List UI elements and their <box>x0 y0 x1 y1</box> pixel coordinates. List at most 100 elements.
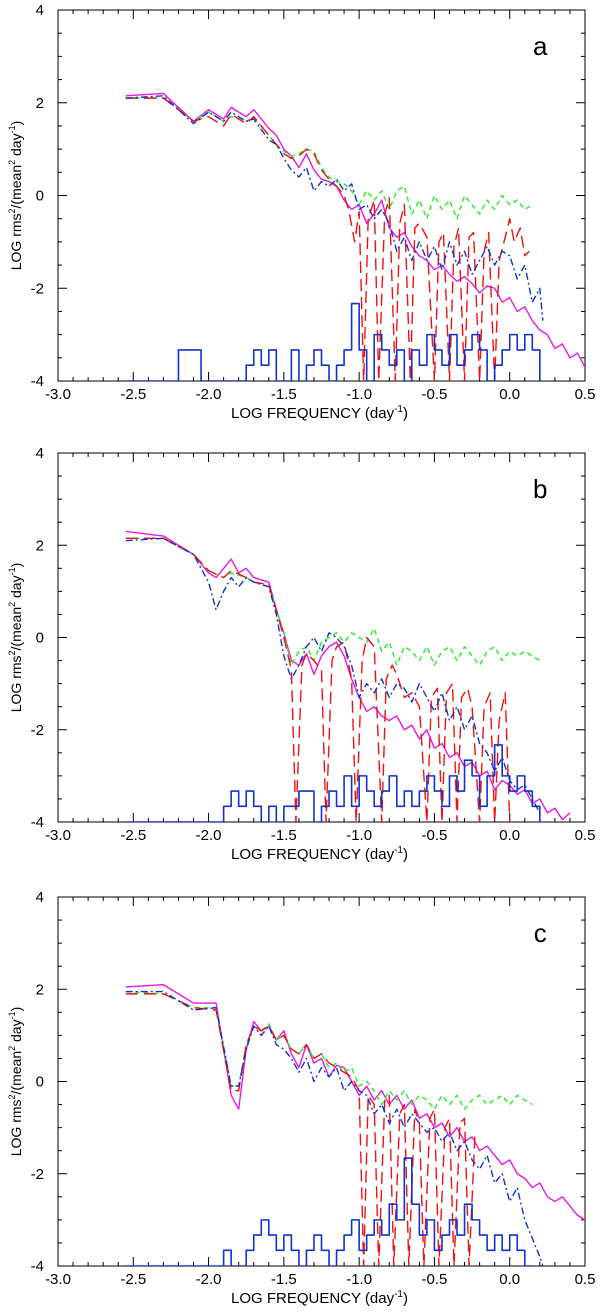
x-axis-label-sup: -1 <box>394 1289 403 1300</box>
series-group <box>125 983 585 1266</box>
y-axis-label: LOG rms2/(mean2 day-1) <box>7 121 24 271</box>
y-axis-label-part: -1 <box>7 1011 17 1019</box>
y-axis-label-part: /(mean <box>8 165 24 209</box>
y-axis-label-part: ) <box>8 1007 24 1012</box>
y-axis-label-part: LOG rms <box>8 213 24 270</box>
series-line-dashed-green <box>125 990 533 1110</box>
x-tick-label: 0.5 <box>575 827 596 844</box>
y-axis-label-part: -1 <box>7 567 17 575</box>
x-tick-label: -0.5 <box>421 1271 447 1288</box>
y-tick-label: -2 <box>31 1166 44 1183</box>
y-tick-label: -2 <box>31 280 44 297</box>
y-tick-label: -2 <box>31 722 44 739</box>
x-tick-label: -3.0 <box>45 1271 71 1288</box>
x-tick-label: -2.5 <box>120 386 146 403</box>
x-tick-label: 0.0 <box>499 827 520 844</box>
series-line-solid-magenta <box>125 983 585 1221</box>
x-tick-label: -2.5 <box>120 827 146 844</box>
y-tick-label: -4 <box>31 373 44 390</box>
x-axis-label-text: LOG FREQUENCY (day <box>231 846 395 863</box>
y-tick-label: 4 <box>36 445 44 462</box>
y-axis-label-part: LOG rms <box>8 655 24 712</box>
x-tick-label: 0.0 <box>499 386 520 403</box>
series-line-histogram <box>125 302 541 381</box>
y-axis-label-part: /(mean <box>8 1051 24 1095</box>
y-tick-label: 2 <box>36 95 44 112</box>
series-line-long-dash-red <box>125 537 511 822</box>
series-line-dashed-green <box>125 97 533 220</box>
chart-panel-b: -3.0 -2.5 -2.0 -1.5 -1.0 -0.5 0.0 0.5 -4 -2 0 2 4 LOG… <box>7 445 595 863</box>
y-tick-label: 4 <box>36 889 44 906</box>
y-axis-label-part: /(mean <box>8 607 24 651</box>
series-group <box>125 92 585 381</box>
y-axis-label-part: 2 <box>7 160 17 165</box>
x-axis-label: LOG FREQUENCY (day-1) <box>231 845 408 863</box>
x-tick-label: -2.5 <box>120 1271 146 1288</box>
y-axis-label-part: day <box>8 133 24 159</box>
x-axis-label-sup: -1 <box>394 845 403 856</box>
x-tick-label: 0.5 <box>575 1271 596 1288</box>
x-tick-label: -1.0 <box>346 1271 372 1288</box>
series-line-dash-dot-blue <box>125 95 544 321</box>
y-axis-label-part: 2 <box>7 1046 17 1051</box>
x-tick-label: -1.5 <box>271 386 297 403</box>
y-tick-label: 0 <box>36 1074 44 1091</box>
plot-frame <box>57 452 586 823</box>
x-tick-label: -1.0 <box>346 386 372 403</box>
series-line-solid-magenta <box>125 92 585 368</box>
y-tick-label: 0 <box>36 630 44 647</box>
y-axis-label-part: ) <box>8 563 24 568</box>
y-tick-label: 0 <box>36 188 44 205</box>
y-axis-label-part: day <box>8 575 24 601</box>
y-axis-label-part: ) <box>8 121 24 126</box>
y-tick-label: -4 <box>31 1258 44 1275</box>
series-line-long-dash-red <box>125 993 476 1266</box>
x-tick-label: -2.0 <box>196 1271 222 1288</box>
series-line-solid-magenta <box>125 530 571 821</box>
y-tick-label: 4 <box>36 2 44 19</box>
series-group <box>125 530 571 822</box>
panel-label: a <box>533 31 548 61</box>
x-tick-label: -1.5 <box>271 1271 297 1288</box>
y-axis-label-part: LOG rms <box>8 1099 24 1156</box>
x-axis-label-end: ) <box>403 405 408 422</box>
series-line-histogram <box>125 1157 533 1266</box>
x-axis-label-end: ) <box>403 1290 408 1307</box>
panel-label: b <box>533 474 547 504</box>
x-tick-label: -0.5 <box>421 386 447 403</box>
x-tick-label: 0.5 <box>575 386 596 403</box>
y-tick-label: -4 <box>31 814 44 831</box>
x-axis-label-text: LOG FREQUENCY (day <box>231 405 395 422</box>
x-axis-label: LOG FREQUENCY (day-1) <box>231 1289 408 1307</box>
panel-label: c <box>534 918 547 948</box>
plot-frame <box>57 896 586 1267</box>
y-axis-label: LOG rms2/(mean2 day-1) <box>7 563 24 713</box>
series-line-dash-dot-blue <box>125 537 541 814</box>
y-tick-label: 2 <box>36 981 44 998</box>
y-axis-label: LOG rms2/(mean2 day-1) <box>7 1007 24 1157</box>
y-axis-label-part: 2 <box>7 1094 17 1099</box>
x-tick-label: 0.0 <box>499 1271 520 1288</box>
x-tick-label: -2.0 <box>196 386 222 403</box>
x-tick-label: -1.5 <box>271 827 297 844</box>
chart-panel-a: -3.0 -2.5 -2.0 -1.5 -1.0 -0.5 0.0 0.5 -4 -2 0 2 4 LOG… <box>7 2 595 422</box>
x-axis-label-text: LOG FREQUENCY (day <box>231 1290 395 1307</box>
y-tick-label: 2 <box>36 537 44 554</box>
x-tick-label: -3.0 <box>45 386 71 403</box>
plot-frame <box>57 9 586 382</box>
x-tick-label: -1.0 <box>346 827 372 844</box>
y-axis-label-part: -1 <box>7 125 17 133</box>
y-axis-label-part: 2 <box>7 650 17 655</box>
series-line-long-dash-red <box>125 97 530 381</box>
y-axis-label-part: 2 <box>7 602 17 607</box>
x-axis-label-sup: -1 <box>394 404 403 415</box>
series-line-dash-dot-blue <box>125 990 544 1266</box>
x-axis-label-end: ) <box>403 846 408 863</box>
y-axis-label-part: 2 <box>7 208 17 213</box>
series-line-dashed-green <box>125 537 541 666</box>
y-axis-label-part: day <box>8 1019 24 1045</box>
x-tick-label: -0.5 <box>421 827 447 844</box>
x-tick-label: -2.0 <box>196 827 222 844</box>
x-axis-label: LOG FREQUENCY (day-1) <box>231 404 408 422</box>
